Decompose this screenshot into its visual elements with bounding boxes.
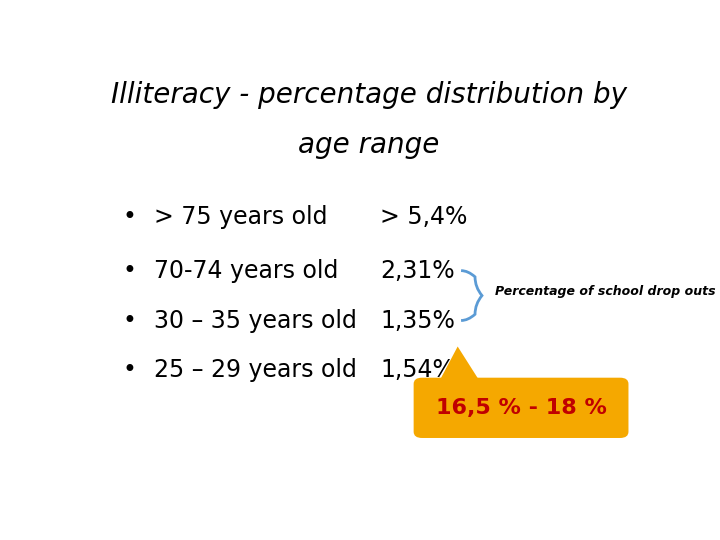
- Text: •: •: [122, 308, 136, 333]
- Polygon shape: [438, 347, 482, 384]
- Text: •: •: [122, 205, 136, 228]
- Text: age range: age range: [298, 131, 440, 159]
- Text: 16,5 % - 18 %: 16,5 % - 18 %: [436, 398, 606, 418]
- Text: 2,31%: 2,31%: [380, 259, 455, 282]
- Text: •: •: [122, 259, 136, 282]
- Text: > 5,4%: > 5,4%: [380, 205, 467, 228]
- FancyBboxPatch shape: [413, 377, 629, 438]
- Text: Percentage of school drop outs: Percentage of school drop outs: [495, 285, 715, 298]
- Text: Illiteracy - percentage distribution by: Illiteracy - percentage distribution by: [111, 82, 627, 110]
- Text: 1,54%: 1,54%: [380, 359, 455, 382]
- Text: 70-74 years old: 70-74 years old: [154, 259, 338, 282]
- Text: 25 – 29 years old: 25 – 29 years old: [154, 359, 357, 382]
- Text: 30 – 35 years old: 30 – 35 years old: [154, 308, 357, 333]
- Text: 1,35%: 1,35%: [380, 308, 455, 333]
- Text: •: •: [122, 359, 136, 382]
- Text: > 75 years old: > 75 years old: [154, 205, 328, 228]
